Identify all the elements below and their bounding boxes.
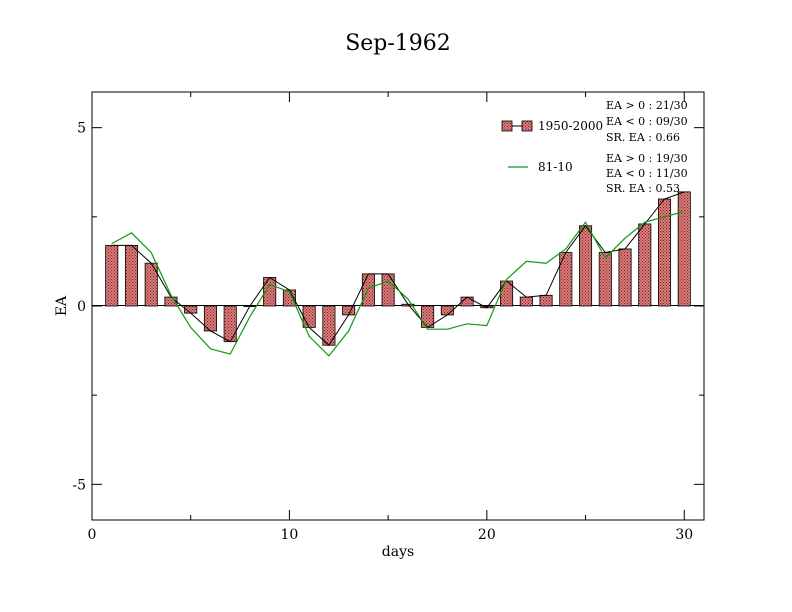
bar [677, 191, 691, 307]
y-tick-label: 0 [77, 299, 86, 315]
bar [539, 294, 553, 307]
stat-line: EA < 0 : 09/30 [606, 115, 688, 128]
x-axis: 0 10 20 30 [88, 92, 693, 543]
stat-line: EA > 0 : 21/30 [606, 99, 688, 112]
bar [223, 305, 237, 343]
bar [618, 248, 632, 307]
bar [579, 225, 593, 307]
bar-series [105, 191, 691, 346]
bar [381, 273, 395, 307]
x-tick-label: 30 [675, 527, 693, 543]
x-tick-label: 10 [281, 527, 299, 543]
bar [342, 305, 356, 316]
legend-swatch-1950-2000-box-left [501, 120, 513, 132]
bar [361, 273, 375, 307]
bar [302, 305, 316, 328]
bar [559, 252, 573, 307]
line-81-10 [111, 210, 685, 357]
stat-line: SR. EA : 0.66 [606, 131, 680, 144]
line-1950-2000 [111, 191, 685, 346]
y-tick-label: -5 [72, 477, 86, 493]
x-tick-label: 0 [88, 527, 97, 543]
x-tick-label: 20 [478, 527, 496, 543]
bar [598, 252, 612, 307]
stat-line: EA < 0 : 11/30 [606, 167, 688, 180]
bar [124, 244, 139, 307]
chart-title: Sep-1962 [345, 31, 451, 56]
y-axis-label: EA [54, 295, 70, 316]
legend-label-81-10: 81-10 [538, 160, 573, 174]
y-axis: 5 0 -5 [72, 121, 704, 493]
x-axis-label: days [382, 544, 414, 560]
stat-line: EA > 0 : 19/30 [606, 152, 688, 165]
legend-swatch-1950-2000-box-right [521, 120, 533, 132]
stats-block-1950-2000: EA > 0 : 21/30 EA < 0 : 09/30 SR. EA : 0… [606, 99, 688, 144]
bar [519, 296, 533, 307]
bar [638, 223, 652, 307]
bar [105, 244, 119, 307]
stat-line: SR. EA : 0.53 [606, 182, 680, 195]
stats-block-81-10: EA > 0 : 19/30 EA < 0 : 11/30 SR. EA : 0… [606, 152, 688, 195]
y-tick-label: 5 [77, 121, 86, 137]
legend-label-1950-2000: 1950-2000 [538, 119, 603, 133]
legend: 1950-2000 81-10 [501, 119, 603, 174]
